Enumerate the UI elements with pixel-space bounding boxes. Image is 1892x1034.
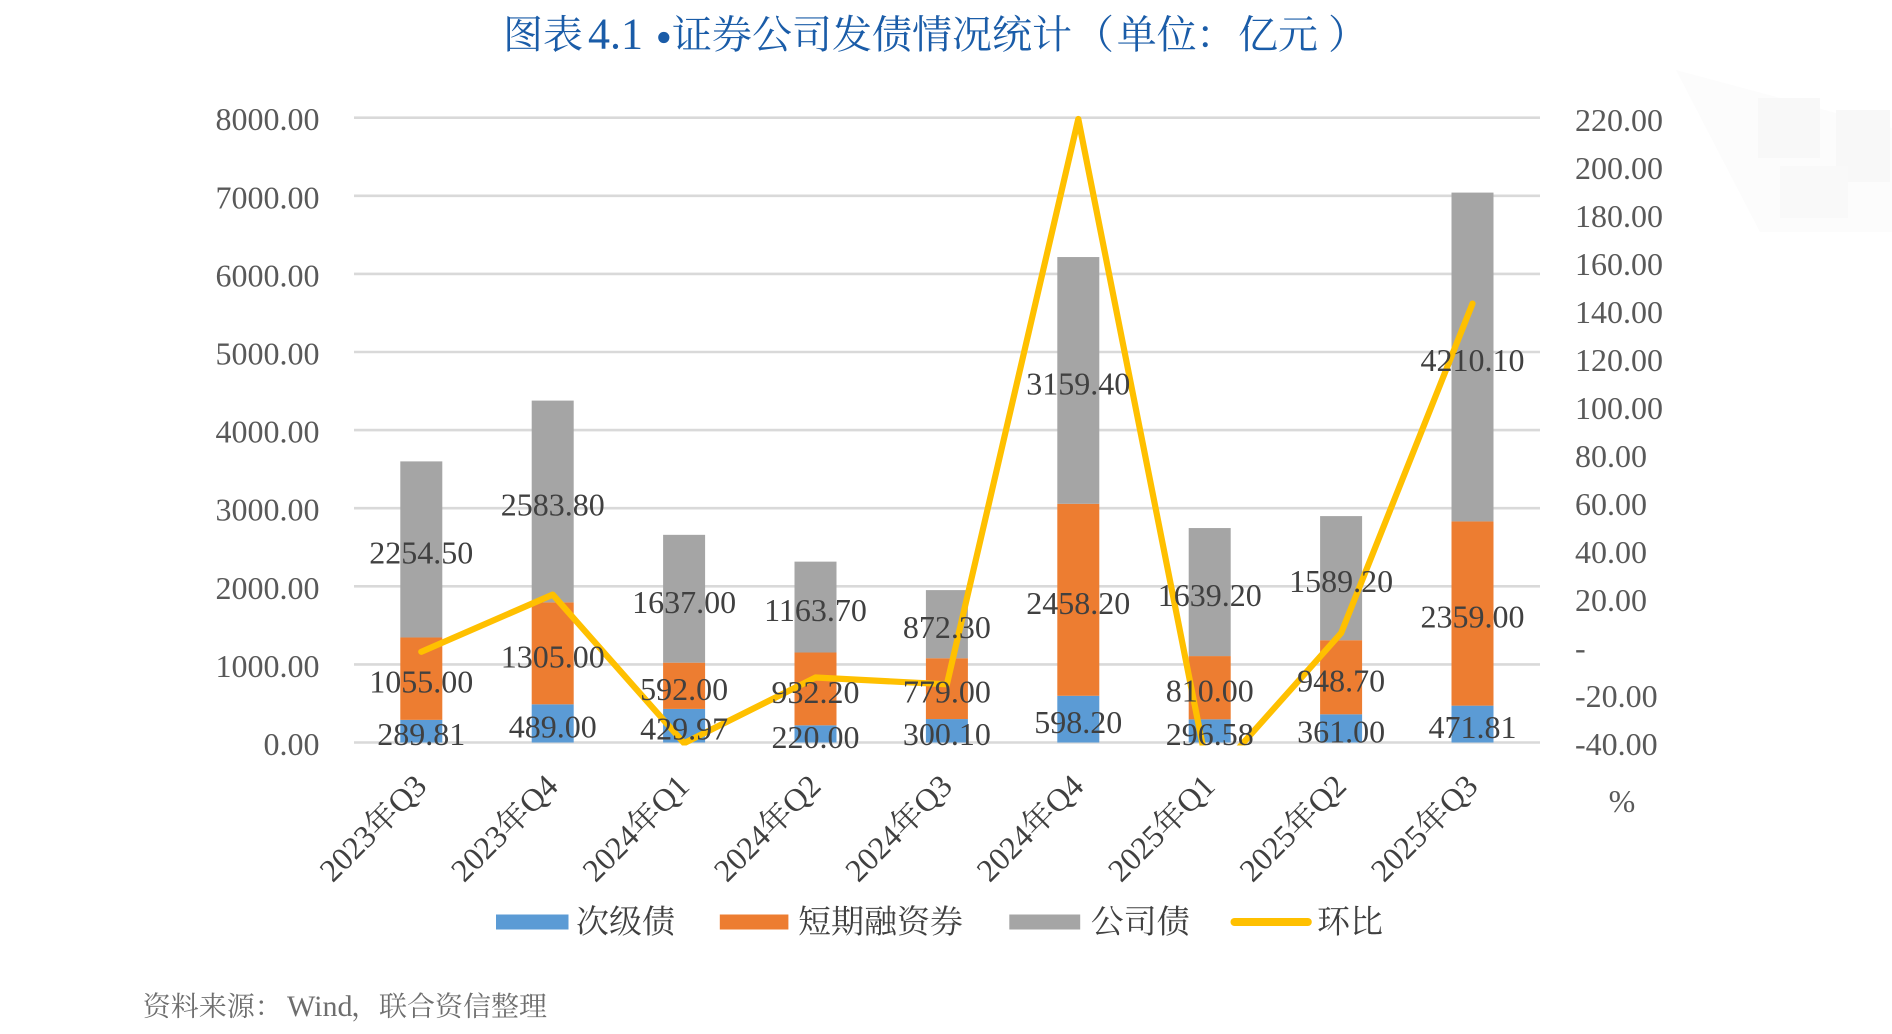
svg-text:220.00: 220.00	[772, 719, 860, 755]
svg-text:80.00: 80.00	[1575, 438, 1647, 474]
svg-text:220.00: 220.00	[1575, 102, 1663, 138]
svg-text:3159.40: 3159.40	[1026, 365, 1130, 401]
svg-text:-: -	[1575, 630, 1586, 666]
svg-text:%: %	[1609, 783, 1636, 819]
svg-text:598.20: 598.20	[1034, 704, 1122, 740]
svg-text:40.00: 40.00	[1575, 534, 1647, 570]
svg-text:1163.70: 1163.70	[764, 592, 867, 628]
svg-text:20.00: 20.00	[1575, 582, 1647, 618]
svg-text:429.97: 429.97	[640, 711, 728, 747]
svg-text:60.00: 60.00	[1575, 486, 1647, 522]
svg-text:779.00: 779.00	[903, 674, 991, 710]
svg-text:289.81: 289.81	[377, 716, 465, 752]
svg-text:200.00: 200.00	[1575, 150, 1663, 186]
svg-text:4210.10: 4210.10	[1421, 342, 1525, 378]
svg-text:1639.20: 1639.20	[1158, 577, 1262, 613]
svg-text:296.58: 296.58	[1166, 716, 1254, 752]
svg-text:Wind: Wind	[287, 990, 352, 1023]
svg-text:6000.00: 6000.00	[216, 257, 320, 293]
svg-text:810.00: 810.00	[1166, 673, 1254, 709]
svg-text:1305.00: 1305.00	[501, 638, 605, 674]
svg-text:3000.00: 3000.00	[216, 492, 320, 528]
svg-text:180.00: 180.00	[1575, 198, 1663, 234]
svg-text:-20.00: -20.00	[1575, 678, 1658, 714]
svg-text:948.70: 948.70	[1297, 662, 1385, 698]
svg-text:-40.00: -40.00	[1575, 726, 1658, 762]
svg-text:4.1: 4.1	[588, 10, 643, 59]
svg-text:8000.00: 8000.00	[216, 101, 320, 137]
svg-text:2583.80: 2583.80	[501, 487, 605, 523]
svg-text:2000.00: 2000.00	[216, 570, 320, 606]
svg-text:471.81: 471.81	[1429, 709, 1517, 745]
svg-text:7000.00: 7000.00	[216, 179, 320, 215]
svg-text:489.00: 489.00	[509, 708, 597, 744]
svg-text:361.00: 361.00	[1297, 713, 1385, 749]
svg-text:5000.00: 5000.00	[216, 336, 320, 372]
svg-text:872.30: 872.30	[903, 609, 991, 645]
svg-text:2254.50: 2254.50	[369, 534, 473, 570]
svg-text:1055.00: 1055.00	[369, 664, 473, 700]
svg-text:932.20: 932.20	[772, 674, 860, 710]
svg-text:1589.20: 1589.20	[1289, 563, 1393, 599]
svg-text:4000.00: 4000.00	[216, 414, 320, 450]
svg-text:140.00: 140.00	[1575, 294, 1663, 330]
svg-text:592.00: 592.00	[640, 671, 728, 707]
svg-text:100.00: 100.00	[1575, 390, 1663, 426]
svg-text:120.00: 120.00	[1575, 342, 1663, 378]
svg-text:1637.00: 1637.00	[632, 584, 736, 620]
svg-text:2458.20: 2458.20	[1026, 585, 1130, 621]
svg-text:1000.00: 1000.00	[216, 648, 320, 684]
svg-text:160.00: 160.00	[1575, 246, 1663, 282]
svg-text:0.00: 0.00	[264, 726, 320, 762]
svg-text:2359.00: 2359.00	[1421, 599, 1525, 635]
svg-text:300.10: 300.10	[903, 716, 991, 752]
